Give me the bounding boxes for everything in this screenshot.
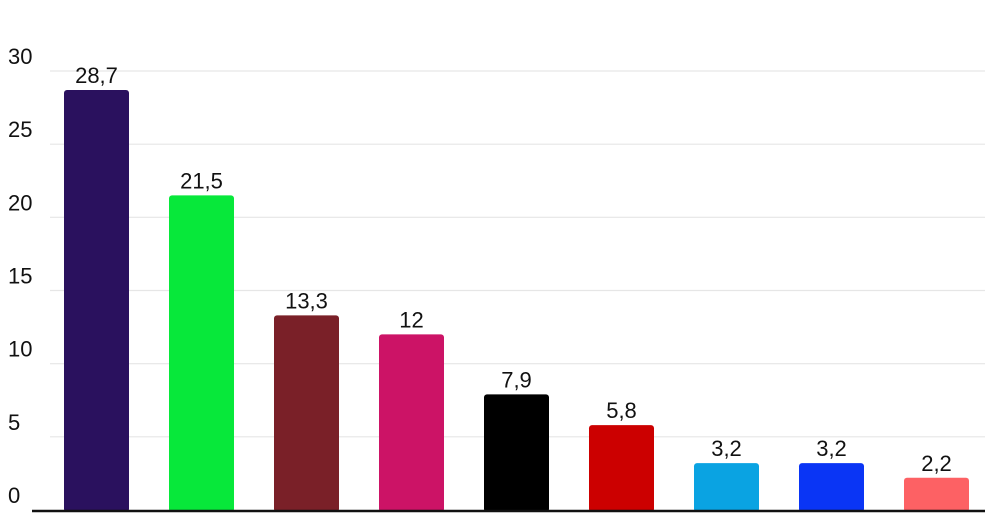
bar-value-label-5: 7,9 — [501, 367, 532, 392]
y-tick-label: 10 — [8, 337, 32, 362]
bar-3 — [274, 315, 339, 512]
bar-8 — [799, 463, 864, 512]
bar-1 — [64, 90, 129, 513]
bars — [64, 90, 969, 513]
bar-2 — [169, 195, 234, 512]
bar-4 — [379, 334, 444, 512]
bar-9 — [904, 477, 969, 512]
y-tick-label: 30 — [8, 44, 32, 69]
y-tick-label: 20 — [8, 190, 32, 215]
bar-value-label-9: 2,2 — [921, 451, 952, 476]
bar-value-label-2: 21,5 — [180, 168, 223, 193]
bar-value-label-4: 12 — [399, 307, 423, 332]
y-tick-label: 25 — [8, 117, 32, 142]
bar-6 — [589, 425, 654, 512]
bar-value-labels: 28,7 21,5 13,3 12 7,9 5,8 3,2 3,2 2,2 — [75, 63, 952, 476]
bar-value-label-7: 3,2 — [711, 436, 742, 461]
bar-value-label-8: 3,2 — [816, 436, 847, 461]
y-tick-label: 5 — [8, 410, 20, 435]
bar-value-label-1: 28,7 — [75, 63, 118, 88]
bar-5 — [484, 394, 549, 512]
bar-value-label-6: 5,8 — [606, 398, 637, 423]
bar-7 — [694, 463, 759, 512]
y-axis-tick-labels: 0 5 10 15 20 25 30 — [8, 44, 32, 508]
y-tick-label: 0 — [8, 483, 20, 508]
y-tick-label: 15 — [8, 264, 32, 289]
bar-value-label-3: 13,3 — [285, 288, 328, 313]
